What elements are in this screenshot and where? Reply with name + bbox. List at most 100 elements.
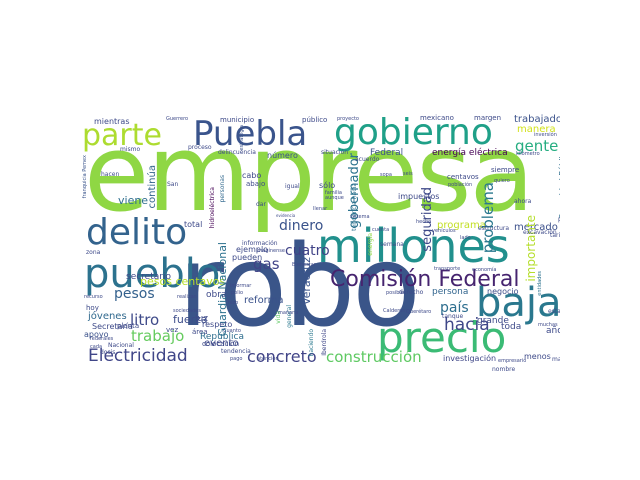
word-seguridad-publica: Seguridad Pública — [558, 147, 560, 219]
word-manera: manera — [517, 124, 556, 135]
word-grande: grande — [477, 316, 509, 326]
word-empresario: empresario — [498, 358, 527, 364]
word-evidencia: evidencia — [276, 213, 296, 218]
word-centavos: centavos — [447, 173, 479, 181]
word-ahora: ahora — [514, 198, 532, 205]
word-gobierno: gobierno — [334, 112, 493, 153]
word-cuatro: cuatro — [285, 243, 330, 259]
word-cloud: empresa robo millones pueblo precio baja… — [80, 95, 560, 380]
word-semana: semana — [380, 241, 404, 248]
word-hacia: hacia — [444, 315, 490, 335]
word-polio: polio — [231, 290, 244, 296]
word-entidades: entidades — [537, 271, 543, 296]
word-hoy: hoy — [86, 304, 99, 312]
word-robo: robo — [178, 222, 421, 352]
word-general: general — [286, 305, 293, 328]
word-puebla: Puebla — [193, 114, 308, 154]
word-tarifa: tarifa — [550, 232, 560, 239]
word-mexicano: mexicano — [420, 114, 454, 122]
word-gente: gente — [515, 137, 559, 155]
word-programa: programa — [437, 220, 486, 231]
word-pago: pago — [230, 356, 243, 362]
word-estrategia: estrategia — [239, 125, 245, 151]
word-persona: persona — [432, 287, 469, 297]
word-transporte: transporte — [434, 266, 461, 272]
word-hecho: hecho — [416, 219, 432, 225]
word-sopa: sopa — [380, 172, 392, 178]
word-poblacion: población — [448, 182, 473, 188]
word-igual: igual — [285, 183, 300, 190]
word-concreto: concreto — [247, 347, 317, 366]
word-numero: número — [267, 151, 298, 160]
word-luz: luz — [195, 314, 208, 324]
word-recurso: recurso — [84, 294, 103, 300]
word-energia-electrica: energía eléctrica — [432, 148, 508, 158]
word-construccion: construcción — [326, 348, 422, 366]
word-toda: toda — [501, 322, 522, 332]
word-cuenta: cuenta — [372, 227, 390, 233]
word-total: total — [184, 220, 203, 229]
word-vez: vez — [166, 326, 179, 334]
word-informar: informar — [230, 283, 252, 289]
word-secretario: secretario — [126, 272, 171, 282]
word-planta: planta — [117, 322, 140, 330]
word-atencion: atención — [257, 356, 279, 362]
word-federal: Federal — [370, 148, 404, 158]
word-sistema: sistema — [350, 214, 370, 220]
word-imaginense: imagínense — [256, 248, 285, 254]
word-nombre: nombre — [492, 366, 516, 373]
word-proceso: proceso — [188, 144, 212, 151]
word-investigacion: investigación — [443, 354, 497, 363]
word-aunque: aunque — [325, 195, 344, 201]
word-seis: seis — [403, 171, 413, 177]
word-apoyo: apoyo — [84, 330, 109, 339]
word-dar: dar — [256, 201, 266, 208]
word-colocacion: colocación — [202, 340, 240, 348]
word-hacen: hacen — [101, 171, 120, 178]
word-situacion: situación — [321, 149, 349, 156]
word-llenar: llenar — [313, 206, 328, 212]
word-hizo: hizo — [228, 300, 239, 306]
word-continua: continúa — [147, 165, 158, 209]
word-delito: delito — [86, 212, 188, 253]
word-litro: litro — [130, 311, 160, 329]
word-dinero: dinero — [279, 218, 324, 234]
word-anos: años — [546, 326, 560, 336]
word-lado: lado — [460, 235, 471, 241]
word-fuerza: fuerza — [173, 313, 208, 326]
word-franquicia: franquicia Pemex — [82, 155, 88, 199]
word-trabajo: trabajo — [131, 327, 185, 345]
word-quiero: quiero — [494, 178, 510, 184]
word-impuestos: impuestos — [398, 192, 440, 201]
word-proyecto: proyecto — [337, 116, 359, 122]
word-tendencia-hacia: tendencia hacia — [351, 183, 358, 231]
word-energia: energía — [367, 233, 374, 256]
word-calderon: Calderón — [383, 308, 406, 314]
word-parte: parte — [82, 118, 162, 153]
word-cabo: cabo — [242, 171, 262, 180]
word-excavacion: excavación — [523, 229, 557, 236]
word-mayor: mayor — [552, 356, 560, 363]
word-electricidad: Electricidad — [88, 346, 188, 366]
word-pesos-centavos: pesos centavos — [140, 275, 226, 288]
word-vehiculos: vehículos — [432, 228, 456, 234]
word-cuanto: Cuanto — [223, 328, 241, 334]
word-mismo: mismo — [120, 146, 141, 153]
word-familia: familia — [325, 190, 342, 196]
word-estructura: estructura — [478, 225, 510, 232]
word-estatales: estatales — [548, 308, 560, 315]
word-guerrero: Guerrero — [166, 116, 189, 122]
word-obra: obra — [206, 290, 227, 300]
word-pueden: pueden — [232, 253, 263, 262]
word-pais: país — [440, 300, 469, 316]
word-negocio: negocio — [487, 287, 519, 296]
word-tanque: tanque — [442, 313, 464, 320]
word-san: San — [167, 181, 179, 188]
word-kilometro: kilómetro — [516, 151, 540, 157]
word-cada: cada — [90, 344, 103, 350]
word-viene: viene — [118, 194, 149, 207]
word-queretaro: Querétaro — [406, 309, 432, 315]
word-federales: federales — [90, 336, 114, 342]
word-bienestar: Bienestar — [292, 262, 316, 268]
word-reforma: reforma — [244, 295, 284, 306]
